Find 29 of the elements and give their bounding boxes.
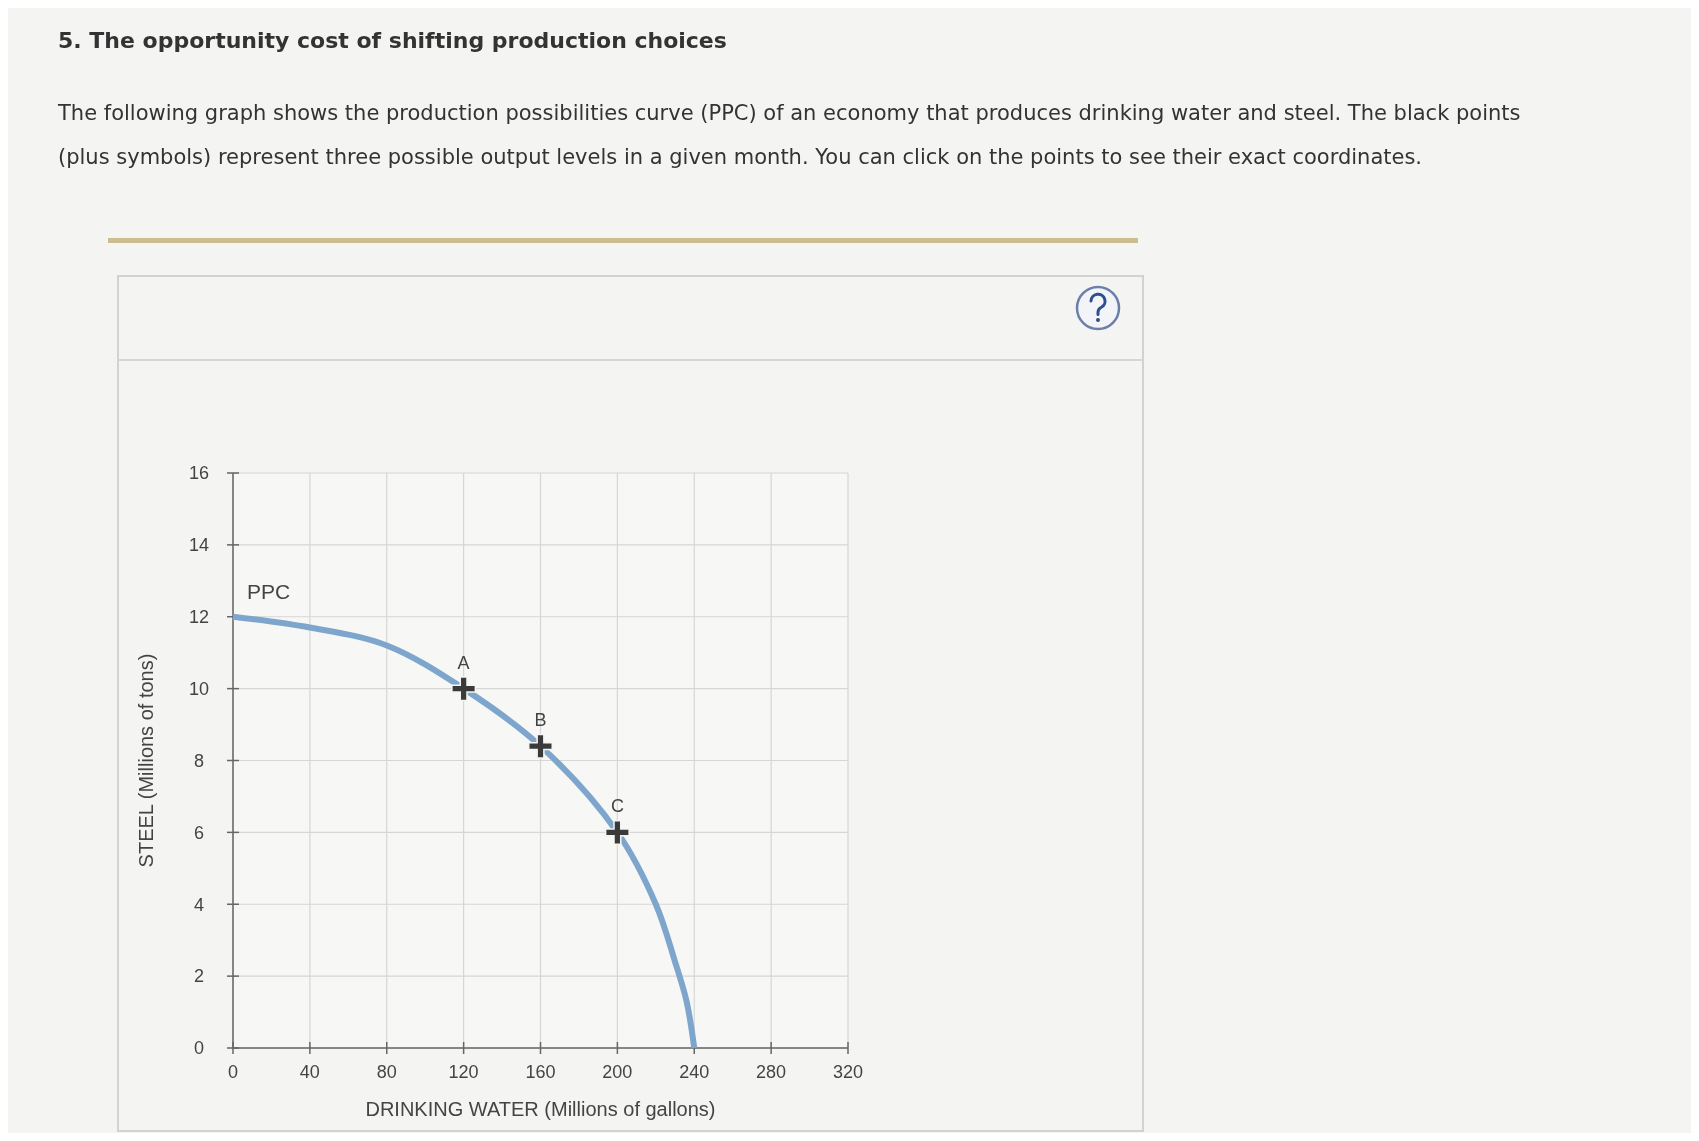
y-tick-label: 12 bbox=[188, 607, 210, 628]
point bbox=[528, 733, 553, 759]
annotation: A bbox=[457, 652, 470, 673]
x-tick-label: 240 bbox=[679, 1062, 710, 1082]
x-tick-label: 0 bbox=[227, 1062, 239, 1082]
y-tick-label: 16 bbox=[188, 463, 210, 484]
y-tick-label: 4 bbox=[193, 894, 205, 915]
y-tick-label: 6 bbox=[193, 822, 205, 843]
x-tick-label: 120 bbox=[448, 1062, 479, 1082]
y-tick-label: 2 bbox=[193, 966, 205, 987]
annotation: C bbox=[610, 796, 624, 817]
x-tick-label: 280 bbox=[756, 1062, 787, 1082]
x-tick-label: 320 bbox=[832, 1062, 864, 1082]
chart-title: 5. The opportunity cost of shifting production choices bbox=[58, 28, 727, 53]
y-tick-label: 14 bbox=[188, 535, 210, 556]
y-tick-label: 10 bbox=[188, 678, 210, 699]
y-tick-label: 8 bbox=[193, 750, 205, 771]
y-tick-label: 0 bbox=[193, 1038, 205, 1059]
y-axis-title: STEEL (Millions of tons) bbox=[135, 653, 157, 868]
chart-subtitle: The following graph shows the production possibilities curve (PPC) of an economy that produces drinking water and steel. The black points (plus symbols) represent three possible output levels in a given month. You can click on the points to see their exact coordinates. bbox=[57, 101, 1521, 169]
x-axis-title: DRINKING WATER (Millions of gallons) bbox=[365, 1098, 716, 1120]
series-label: PPC bbox=[247, 579, 291, 603]
x-tick-label: 80 bbox=[376, 1062, 397, 1082]
annotation: B bbox=[534, 710, 547, 731]
x-tick-label: 200 bbox=[602, 1062, 633, 1082]
point bbox=[451, 676, 477, 702]
point bbox=[604, 819, 630, 845]
x-tick-label: 40 bbox=[299, 1062, 320, 1082]
x-tick-label: 160 bbox=[525, 1062, 556, 1082]
